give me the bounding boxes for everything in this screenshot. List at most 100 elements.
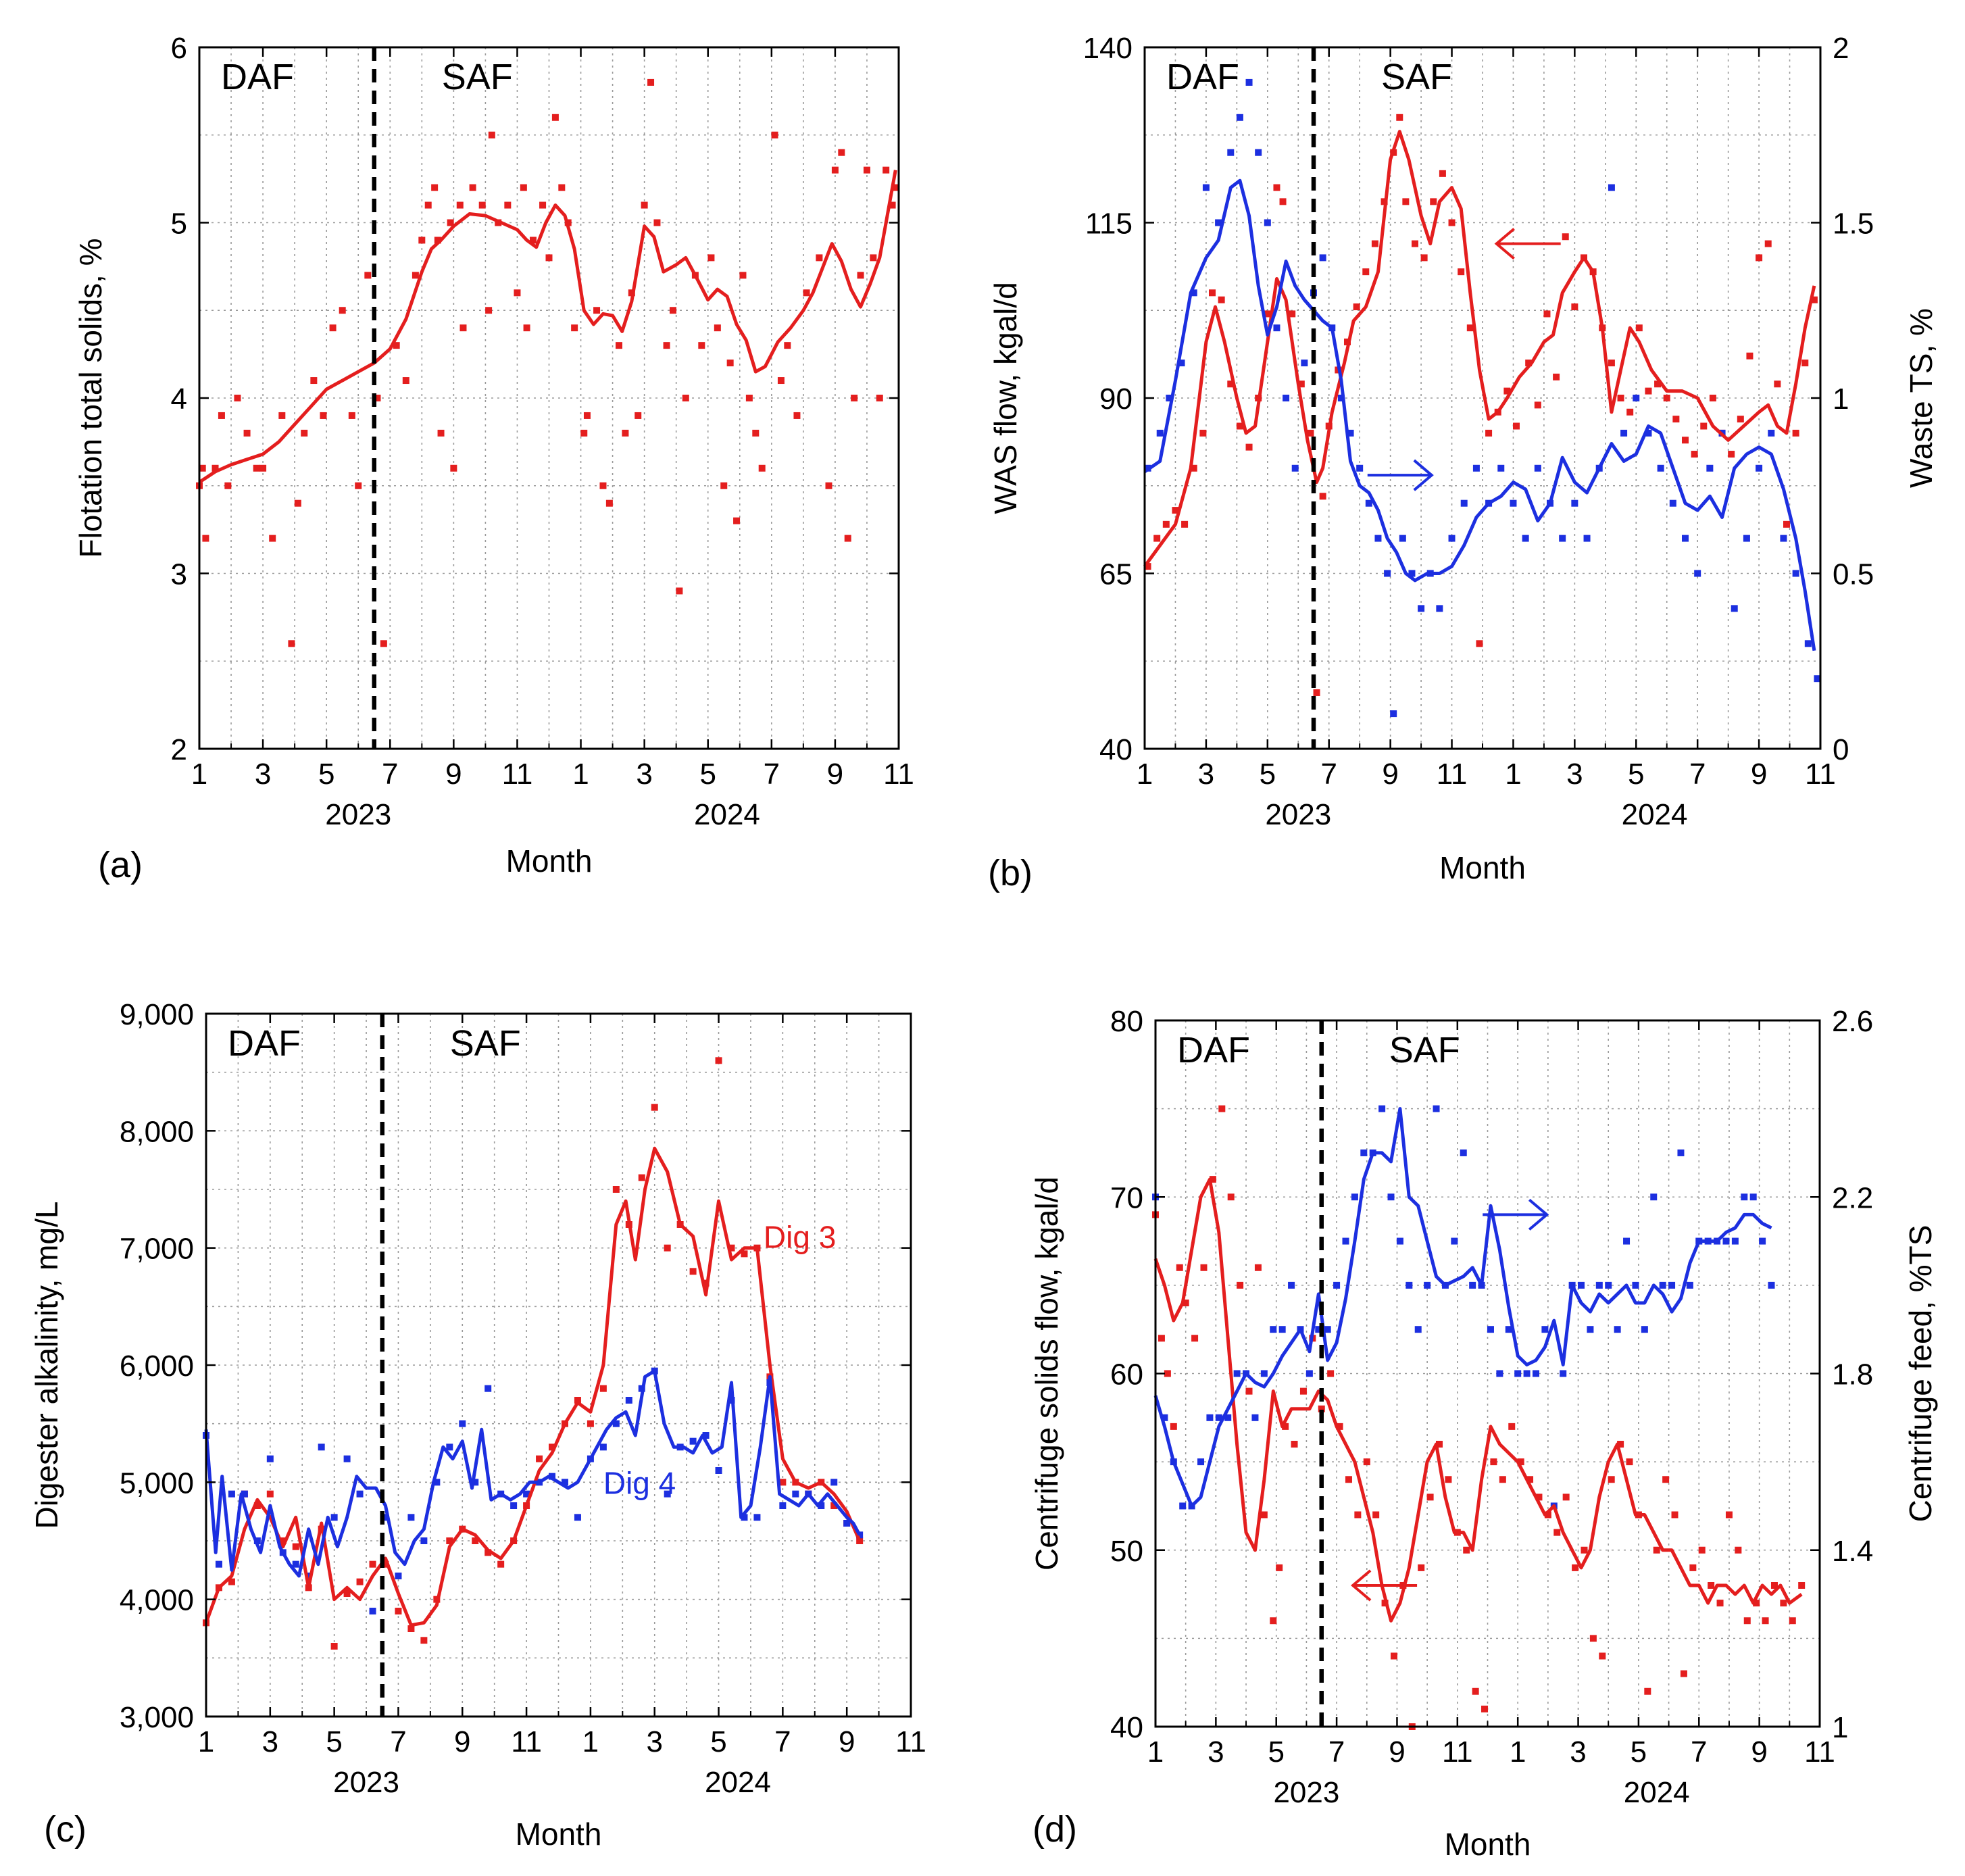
data-point — [1276, 1564, 1283, 1571]
data-point — [1236, 422, 1243, 430]
data-point — [228, 1578, 235, 1585]
y2-tick-label: 1.5 — [1833, 207, 1874, 241]
data-point — [816, 254, 823, 262]
y-tick-label: 90 — [1099, 382, 1133, 416]
data-point — [1273, 184, 1280, 191]
data-point — [1680, 1670, 1687, 1677]
data-point — [1414, 1326, 1422, 1333]
x-tick-label: 7 — [1691, 1735, 1707, 1769]
x-tick-label: 1 — [1137, 758, 1153, 791]
data-point — [551, 114, 559, 121]
axis-arrow-left — [1494, 228, 1561, 260]
data-point — [1608, 1476, 1615, 1483]
data-point — [288, 640, 295, 647]
y2-tick-label: 0.5 — [1833, 558, 1874, 591]
data-point — [523, 324, 530, 332]
data-point — [1476, 640, 1483, 647]
data-point — [793, 412, 801, 419]
data-point — [459, 1420, 466, 1427]
data-point — [1469, 1281, 1476, 1289]
y-tick-label: 3 — [171, 558, 187, 591]
data-point — [1682, 535, 1689, 542]
x-tick-label: 5 — [318, 758, 334, 791]
data-point — [1534, 401, 1541, 409]
data-point — [612, 1186, 620, 1193]
region-label-saf: SAF — [1389, 1030, 1460, 1070]
data-point — [446, 1443, 453, 1451]
y-tick-label: 65 — [1099, 558, 1133, 591]
data-point — [1743, 535, 1750, 542]
panel-label: (b) — [988, 853, 1033, 893]
data-point — [1199, 429, 1207, 437]
data-point — [1743, 1617, 1751, 1625]
data-point — [753, 1514, 761, 1521]
data-point — [599, 1385, 607, 1392]
data-point — [669, 307, 676, 314]
data-point — [1804, 640, 1812, 647]
x-tick-label: 11 — [1805, 758, 1836, 791]
data-point — [889, 201, 896, 209]
data-point — [1264, 310, 1271, 318]
y-tick-label: 7,000 — [120, 1233, 194, 1266]
data-point — [1671, 1511, 1678, 1519]
data-point — [1780, 535, 1787, 542]
data-point — [784, 342, 791, 349]
data-point — [382, 1560, 389, 1568]
y2-tick-label: 2 — [1833, 32, 1849, 65]
data-point — [478, 201, 486, 209]
y2-tick-label: 2.6 — [1832, 1005, 1873, 1038]
data-point — [574, 1397, 581, 1404]
data-point — [364, 272, 372, 279]
x-tick-label: 9 — [827, 758, 843, 791]
data-point — [1372, 1511, 1380, 1519]
y2-tick-label: 1.4 — [1832, 1535, 1873, 1568]
data-point — [571, 324, 578, 332]
data-point — [1451, 1237, 1458, 1245]
data-point — [243, 429, 251, 437]
data-point — [1408, 570, 1416, 577]
data-point — [1319, 254, 1326, 262]
data-point — [456, 201, 464, 209]
data-point — [1156, 429, 1164, 437]
data-point — [1178, 360, 1185, 367]
data-point — [529, 237, 537, 244]
data-point — [549, 1443, 556, 1451]
y2-axis-title: Waste TS, % — [1904, 308, 1939, 488]
data-point — [1810, 296, 1818, 303]
data-point — [393, 342, 400, 349]
data-point — [1179, 1502, 1187, 1510]
x-tick-label: 9 — [445, 758, 462, 791]
data-point — [616, 342, 622, 349]
data-point — [1599, 1652, 1606, 1660]
x-tick-label: 7 — [764, 758, 780, 791]
data-point — [407, 1625, 415, 1632]
data-point — [599, 1443, 607, 1451]
data-point — [1753, 1600, 1760, 1607]
data-point — [1448, 535, 1456, 542]
y-tick-label: 4 — [171, 382, 187, 416]
data-point — [215, 1560, 222, 1568]
data-point — [1768, 429, 1775, 437]
data-point — [433, 1479, 441, 1486]
data-point — [1708, 1582, 1715, 1589]
data-point — [1463, 1546, 1470, 1554]
data-point — [228, 1490, 235, 1498]
data-point — [1722, 1237, 1730, 1245]
data-point — [664, 1490, 671, 1498]
x-tick-label: 11 — [502, 758, 533, 791]
data-point — [212, 464, 219, 472]
data-point — [605, 499, 613, 507]
data-point — [1362, 268, 1370, 276]
data-point — [1587, 1326, 1594, 1333]
data-point — [1460, 1149, 1467, 1156]
data-point — [1792, 429, 1799, 437]
data-point — [369, 1560, 376, 1568]
y2-tick-label: 0 — [1833, 733, 1849, 766]
data-point — [1313, 689, 1320, 696]
region-label-saf: SAF — [450, 1023, 521, 1064]
data-point — [1814, 675, 1821, 683]
data-point — [266, 1455, 274, 1462]
data-point — [224, 482, 232, 489]
data-point — [1617, 1441, 1624, 1448]
